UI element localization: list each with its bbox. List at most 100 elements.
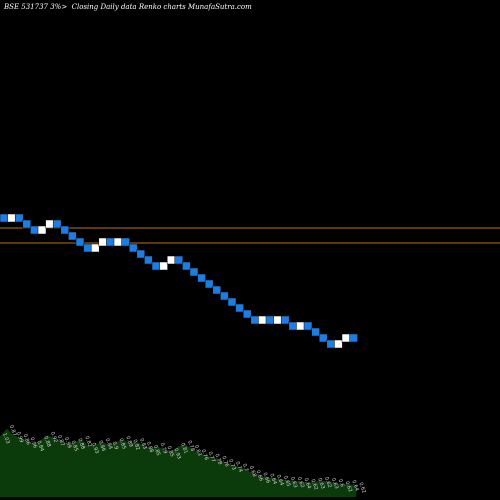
renko-brick-down: [174, 255, 184, 265]
volume-panel: 1.030.870.990.860.960.840.880.920.870.99…: [0, 424, 367, 497]
volume-value-label: 0.84: [35, 440, 44, 453]
volume-value-label: 0.81: [179, 442, 188, 455]
renko-bricks: [0, 213, 358, 349]
volume-value-label: 0.82: [131, 439, 140, 452]
volume-value-label: 0.99: [63, 437, 72, 450]
renko-brick-down: [311, 327, 320, 337]
renko-brick-down: [265, 315, 275, 325]
volume-value-label: 0.99: [15, 431, 24, 444]
volume-value-label: 0.93: [172, 448, 181, 461]
renko-brick-down: [144, 255, 153, 265]
volume-value-label: 0.77: [207, 451, 216, 464]
volume-value-label: 0.64: [303, 477, 312, 490]
renko-brick-up: [341, 333, 351, 343]
volume-value-label: 0.89: [124, 435, 133, 448]
renko-brick-down: [52, 219, 62, 229]
volume-value-label: 0.85: [166, 445, 175, 458]
volume-value-label: 0.83: [193, 444, 202, 457]
volume-value-label: 0.76: [220, 455, 229, 468]
volume-value-label: 0.85: [118, 438, 127, 451]
renko-brick-up: [258, 315, 267, 325]
renko-brick-down: [212, 285, 222, 295]
volume-value-label: 0.84: [104, 438, 113, 451]
volume-value-label: 0.66: [261, 472, 270, 485]
volume-value-label: 0.78: [186, 440, 195, 453]
ticker-label: BSE 531737 3%>: [4, 3, 68, 11]
volume-value-label: 0.68: [248, 465, 257, 478]
volume-value-label: 0.62: [309, 478, 318, 491]
volume-value-label: 0.62: [344, 481, 353, 494]
volume-value-label: 0.92: [49, 431, 58, 444]
volume-value-label: 0.88: [42, 435, 51, 448]
renko-brick-up: [113, 237, 123, 247]
volume-value-label: 0.86: [97, 440, 106, 453]
renko-brick-up: [37, 225, 47, 235]
renko-brick-up: [7, 213, 16, 223]
volume-value-label: 0.96: [29, 437, 38, 450]
volume-value-label: 0.64: [350, 479, 359, 492]
renko-brick-down: [349, 333, 358, 343]
renko-brick-down: [182, 261, 191, 271]
renko-brick-down: [242, 309, 252, 319]
renko-brick-down: [303, 321, 313, 331]
volume-value-label: 0.62: [323, 476, 332, 489]
renko-brick-down: [235, 303, 244, 313]
renko-brick-down: [151, 261, 161, 271]
renko-brick-down: [60, 225, 70, 235]
renko-brick-down: [318, 333, 328, 343]
volume-value-label: 0.85: [152, 444, 161, 457]
renko-brick-up: [45, 219, 54, 229]
volume-area: [0, 428, 357, 497]
volume-value-label: 0.85: [70, 440, 79, 453]
chart-description: Closing Daily data Renko charts MunafaSu…: [71, 3, 252, 11]
renko-brick-up: [273, 315, 282, 325]
volume-value-label: 0.66: [255, 470, 264, 483]
renko-brick-up: [334, 339, 343, 349]
volume-value-label: 0.88: [145, 441, 154, 454]
renko-brick-down: [14, 213, 24, 223]
renko-brick-down: [220, 291, 229, 301]
volume-value-label: 0.64: [275, 474, 284, 487]
volume-value-label: 0.74: [234, 461, 243, 474]
renko-brick-down: [121, 237, 130, 247]
renko-brick-down: [227, 297, 237, 307]
volume-value-label: 0.87: [8, 424, 17, 437]
volume-value-label: 0.82: [83, 435, 92, 448]
renko-brick-down: [128, 243, 138, 253]
volume-value-label: 0.7: [241, 463, 249, 473]
renko-brick-down: [0, 213, 9, 223]
renko-brick-down: [204, 279, 214, 289]
renko-brick-down: [250, 315, 260, 325]
volume-value-label: 0.88: [76, 438, 85, 451]
renko-brick-down: [197, 273, 206, 283]
renko-brick-up: [98, 237, 108, 247]
volume-value-label: 0.78: [213, 453, 222, 466]
renko-brick-up: [166, 255, 176, 265]
volume-value-label: 0.65: [282, 475, 291, 488]
volume-value-label: 0.62: [296, 476, 305, 489]
volume-value-label: 0.63: [330, 477, 339, 490]
volume-value-label: 0.73: [227, 459, 236, 472]
volume-value-label: 0.63: [289, 476, 298, 489]
renko-brick-down: [106, 237, 115, 247]
volume-value-label: 0.6: [337, 478, 345, 488]
volume-value-label: 0.62: [357, 482, 366, 495]
renko-brick-down: [136, 249, 146, 259]
volume-value-label: 0.64: [268, 473, 277, 486]
volume-value-label: 0.63: [316, 477, 325, 490]
renko-brick-up: [296, 321, 305, 331]
volume-value-label: 0.86: [22, 433, 31, 446]
volume-value-label: 0.79: [159, 442, 168, 455]
renko-brick-down: [75, 237, 85, 247]
volume-value-label: 0.87: [56, 434, 65, 447]
renko-brick-up: [90, 243, 100, 253]
renko-brick-down: [83, 243, 92, 253]
volume-value-label: 0.9: [111, 441, 119, 451]
renko-brick-down: [189, 267, 199, 277]
volume-value-label: 1.03: [1, 432, 10, 445]
renko-brick-down: [288, 321, 298, 331]
renko-brick-up: [159, 261, 168, 271]
chart-header: BSE 531737 3%> Closing Daily data Renko …: [4, 3, 252, 11]
